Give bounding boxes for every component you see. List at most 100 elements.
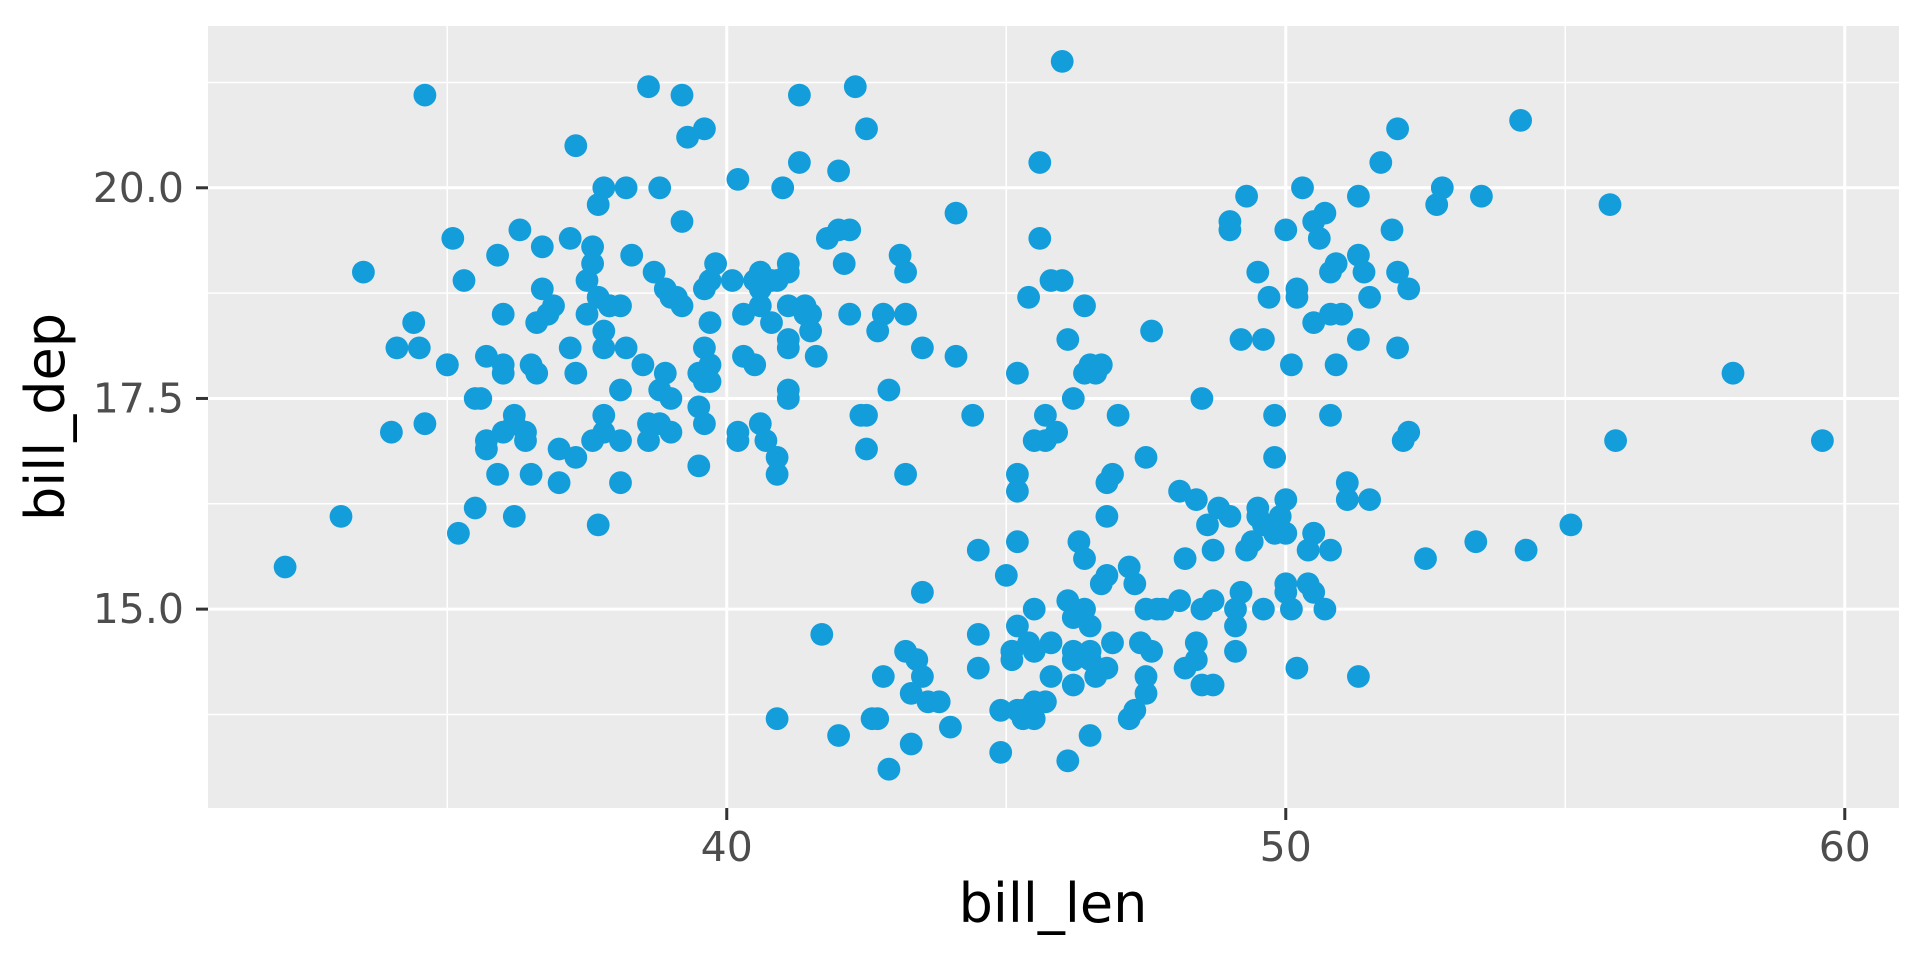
data-point bbox=[1034, 690, 1057, 714]
data-point bbox=[1078, 724, 1102, 747]
data-point bbox=[788, 83, 811, 107]
x-tick-label: 60 bbox=[1819, 823, 1871, 871]
data-point bbox=[1302, 580, 1326, 604]
data-point bbox=[1168, 589, 1191, 613]
data-point bbox=[905, 648, 929, 672]
data-point bbox=[1263, 403, 1286, 427]
data-point bbox=[855, 403, 878, 427]
data-point bbox=[1095, 471, 1119, 495]
data-point bbox=[1296, 538, 1320, 562]
data-point bbox=[1190, 673, 1214, 697]
data-point bbox=[1386, 336, 1409, 360]
data-point bbox=[911, 336, 934, 360]
data-point bbox=[502, 505, 526, 528]
data-point bbox=[1335, 471, 1359, 495]
data-point bbox=[1397, 277, 1421, 301]
data-point bbox=[435, 353, 459, 377]
major-gridlines bbox=[208, 26, 1899, 808]
data-point bbox=[1274, 572, 1298, 596]
data-point bbox=[944, 201, 968, 225]
data-point bbox=[760, 311, 783, 334]
data-point bbox=[380, 420, 403, 444]
data-point bbox=[1224, 597, 1247, 621]
data-point bbox=[1028, 151, 1052, 174]
data-point bbox=[1268, 505, 1292, 528]
data-point bbox=[693, 412, 716, 436]
data-point bbox=[1190, 387, 1214, 410]
data-point bbox=[855, 117, 878, 141]
data-point bbox=[1263, 446, 1286, 469]
data-point bbox=[1414, 547, 1437, 570]
data-point bbox=[1307, 227, 1331, 250]
y-tick-label: 17.5 bbox=[93, 374, 184, 422]
data-point bbox=[927, 690, 951, 714]
data-point bbox=[966, 538, 990, 562]
data-point bbox=[911, 580, 934, 604]
data-point bbox=[1235, 184, 1258, 208]
data-point bbox=[732, 302, 755, 326]
data-point bbox=[966, 656, 990, 680]
data-point bbox=[558, 336, 582, 360]
data-point bbox=[899, 732, 923, 756]
data-point bbox=[1006, 361, 1029, 385]
data-point bbox=[648, 378, 672, 402]
data-point bbox=[441, 227, 465, 250]
data-point bbox=[413, 412, 437, 436]
data-point bbox=[1050, 269, 1074, 292]
data-point bbox=[1017, 285, 1040, 309]
data-point bbox=[1022, 597, 1046, 621]
data-point bbox=[1095, 564, 1119, 587]
data-point bbox=[385, 336, 409, 360]
data-point bbox=[816, 227, 839, 250]
data-point bbox=[1106, 403, 1130, 427]
data-point bbox=[944, 344, 968, 368]
data-point bbox=[989, 698, 1013, 722]
data-point bbox=[1134, 682, 1158, 705]
data-point bbox=[1056, 328, 1080, 351]
data-point bbox=[1073, 361, 1096, 385]
data-point bbox=[693, 117, 716, 141]
data-point bbox=[687, 454, 711, 478]
data-point bbox=[1280, 597, 1303, 621]
data-point bbox=[698, 311, 722, 334]
data-point bbox=[581, 252, 604, 275]
data-point bbox=[1196, 513, 1219, 537]
data-point bbox=[1034, 403, 1057, 427]
data-point bbox=[1721, 361, 1745, 385]
data-point bbox=[1313, 201, 1337, 225]
data-point bbox=[1430, 176, 1454, 200]
data-point bbox=[1470, 184, 1493, 208]
axis-tick-labels: 40 50 60 15.0 17.5 20.0 bbox=[93, 164, 1871, 871]
data-point bbox=[620, 243, 644, 267]
x-tick-label: 50 bbox=[1260, 823, 1312, 871]
data-point bbox=[1078, 648, 1102, 672]
data-point bbox=[1274, 218, 1298, 242]
data-point bbox=[519, 462, 543, 486]
data-point bbox=[659, 420, 683, 444]
data-point bbox=[726, 420, 750, 444]
data-point bbox=[799, 319, 822, 343]
data-point bbox=[1352, 260, 1376, 284]
data-point bbox=[1397, 420, 1421, 444]
data-point bbox=[402, 311, 426, 334]
data-point bbox=[720, 269, 744, 292]
data-point bbox=[1464, 530, 1488, 554]
data-point bbox=[648, 176, 672, 200]
data-point bbox=[838, 218, 862, 242]
data-point bbox=[581, 235, 604, 259]
data-point bbox=[1039, 665, 1063, 688]
data-point bbox=[491, 420, 515, 444]
data-point bbox=[765, 462, 789, 486]
data-point bbox=[1207, 496, 1231, 520]
data-point bbox=[1347, 665, 1370, 688]
data-point bbox=[609, 471, 632, 495]
data-point bbox=[547, 471, 571, 495]
data-point bbox=[631, 353, 655, 377]
data-point bbox=[676, 125, 699, 149]
y-axis-title: bill_dep bbox=[14, 313, 77, 521]
data-point bbox=[827, 724, 850, 747]
data-point bbox=[642, 260, 666, 284]
data-point bbox=[586, 193, 610, 217]
data-point bbox=[352, 260, 375, 284]
